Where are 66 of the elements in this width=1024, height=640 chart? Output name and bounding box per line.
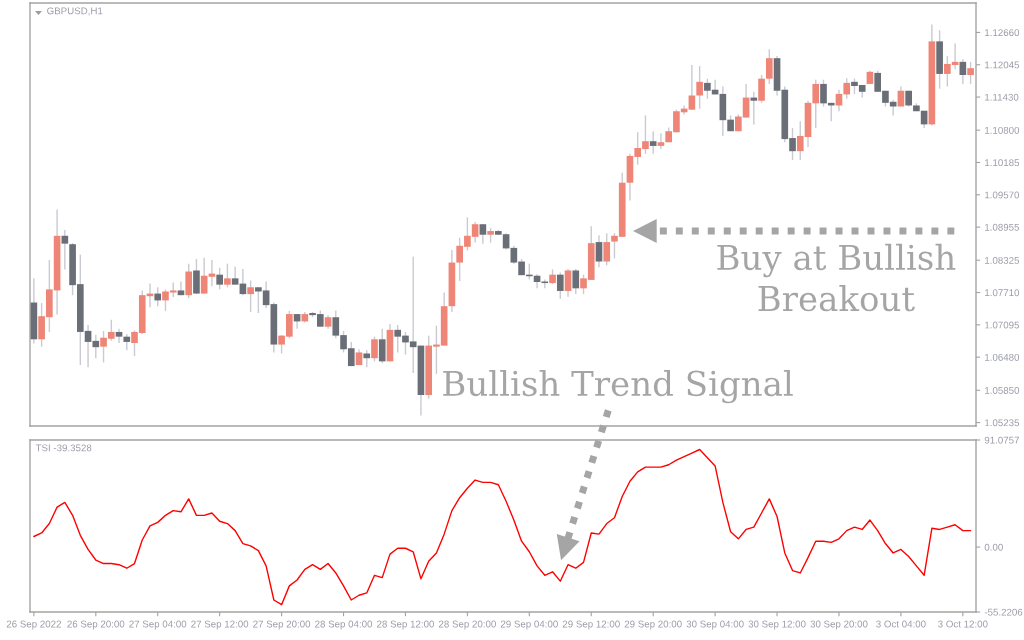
y-tick-label: 0.00 <box>984 543 1003 551</box>
candlestick <box>115 328 123 344</box>
chart-title: TSI -39.3528 <box>35 444 92 452</box>
candlestick <box>750 91 758 126</box>
candlestick <box>843 77 851 100</box>
candlestick <box>765 48 773 85</box>
y-tick-label: 1.08325 <box>985 256 1020 264</box>
x-tick-label: 28 Sep 12:00 <box>377 620 434 630</box>
candlestick <box>967 61 974 85</box>
candlestick <box>378 328 386 364</box>
candlestick <box>154 286 162 307</box>
x-tick-label: 30 Sep 04:00 <box>686 620 744 630</box>
x-tick-label: 29 Sep 04:00 <box>500 620 558 630</box>
x-tick-label: 28 Sep 04:00 <box>315 620 373 630</box>
x-tick-label: 3 Oct 04:00 <box>876 620 926 628</box>
candlestick <box>216 267 223 291</box>
candlestick <box>224 262 231 288</box>
y-tick-label: 1.12660 <box>985 29 1020 37</box>
y-tick-label: 1.11430 <box>985 93 1019 101</box>
x-tick-label: 27 Sep 04:00 <box>129 620 187 630</box>
y-tick-label: 1.05850 <box>985 387 1020 394</box>
y-tick-label: 1.10185 <box>985 159 1020 167</box>
candlestick <box>247 279 254 313</box>
y-tick-label: 1.05235 <box>985 419 1020 427</box>
x-tick-label: 27 Sep 12:00 <box>191 620 249 630</box>
candlestick <box>758 74 765 104</box>
x-tick-label: 30 Sep 12:00 <box>748 620 806 630</box>
y-tick-label: 1.07710 <box>985 289 1020 297</box>
y-tick-label: 1.08955 <box>985 223 1020 231</box>
candlestick <box>812 79 820 129</box>
x-tick-label: 26 Sep 20:00 <box>67 620 125 630</box>
candlestick <box>657 132 665 150</box>
candlestick <box>61 229 69 271</box>
candlestick <box>371 335 378 363</box>
candlestick <box>572 268 580 295</box>
candlestick <box>185 262 193 300</box>
annotation: Buy at Bullish Breakout <box>717 243 956 312</box>
candlestick <box>479 223 487 245</box>
candlestick <box>595 234 603 269</box>
candlestick <box>688 64 696 111</box>
candlestick <box>556 271 564 300</box>
candlestick <box>897 85 905 108</box>
y-tick-label: 1.09570 <box>985 191 1020 199</box>
candlestick <box>696 65 703 110</box>
x-tick-label: 3 Oct 12:00 <box>938 620 988 628</box>
y-tick-label: 1.06480 <box>985 353 1020 361</box>
x-tick-label: 30 Sep 20:00 <box>810 620 868 630</box>
candlestick <box>959 58 967 85</box>
candlestick <box>649 130 657 155</box>
y-tick-label: 91.0757 <box>984 436 1019 444</box>
candlestick <box>193 258 200 295</box>
candlestick <box>820 79 827 108</box>
y-tick-label: 1.07095 <box>985 321 1020 329</box>
candlestick <box>177 280 185 296</box>
x-tick-label: 28 Sep 20:00 <box>438 620 496 630</box>
x-tick-label: 29 Sep 20:00 <box>624 620 682 630</box>
x-tick-label: 27 Sep 20:00 <box>253 620 311 630</box>
annotation: Bullish Trend Signal <box>443 369 793 404</box>
chart-title: GBPUSD,H1 <box>47 7 103 16</box>
x-tick-label: 29 Sep 12:00 <box>562 620 620 630</box>
y-tick-label: 1.10800 <box>985 126 1020 134</box>
y-tick-label: 1.12045 <box>985 61 1020 69</box>
candlestick <box>603 232 611 266</box>
candlestick <box>564 268 572 298</box>
x-tick-label: 26 Sep 2022 <box>6 620 61 630</box>
y-tick-label: -55.2206 <box>984 608 1023 616</box>
